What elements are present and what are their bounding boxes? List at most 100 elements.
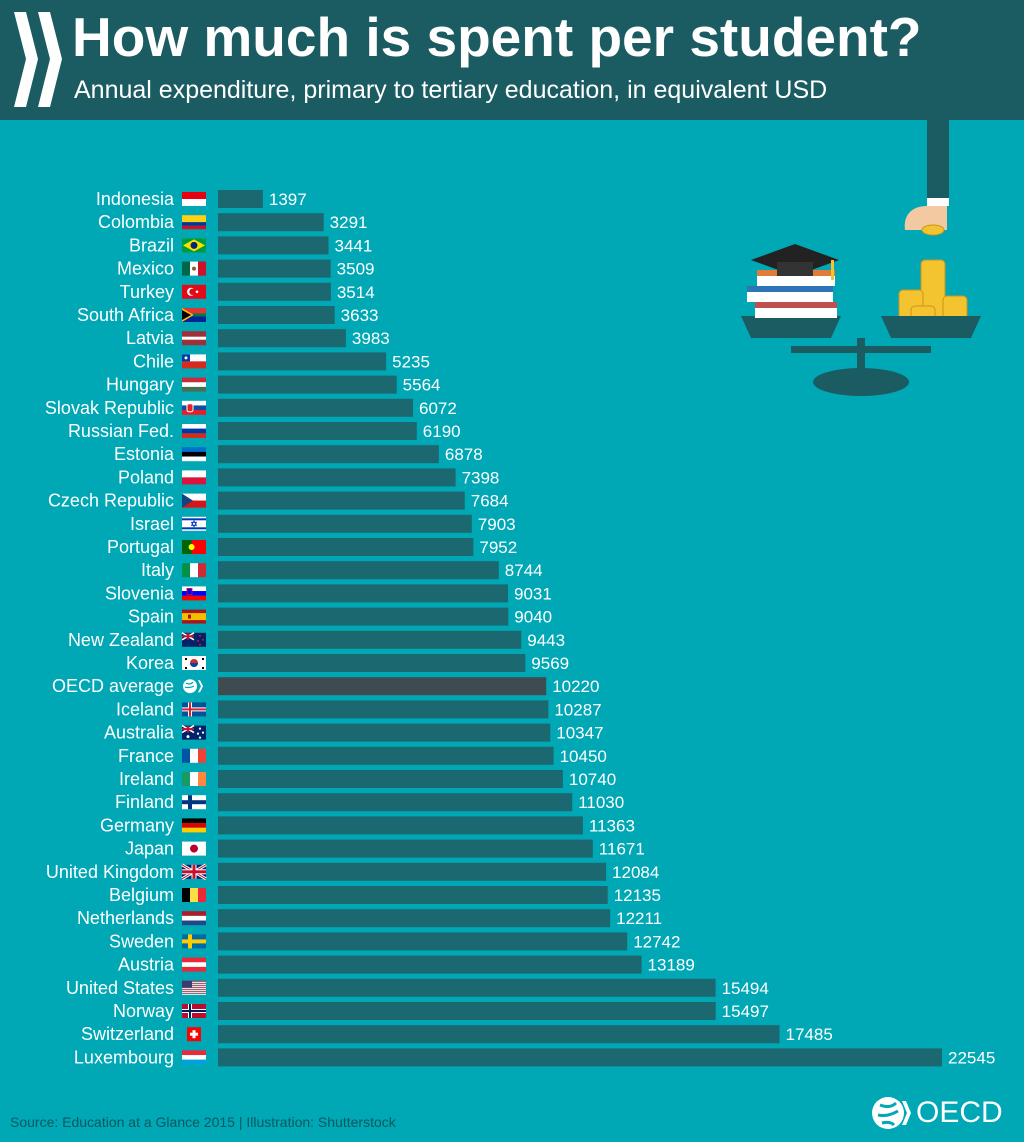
bar-france [218,746,554,765]
education-scale-illustration [741,120,981,396]
bar-belgium [218,886,608,904]
category-label: Indonesia [96,189,175,209]
indonesia-flag-icon [182,192,206,206]
category-label: Chile [133,351,174,371]
sweden-flag-icon [182,934,206,949]
norway-flag-icon [182,1004,206,1018]
bar-oecd-average [218,677,547,696]
bar-slovenia [218,584,509,603]
oecd-chevrons-icon [14,12,62,107]
value-label: 1397 [269,190,307,209]
value-label: 13189 [648,956,695,975]
switzerland-flag-icon [187,1027,201,1042]
category-label: Portugal [107,537,174,557]
category-label: OECD average [52,676,174,696]
category-label: Spain [128,607,174,627]
category-label: Slovak Republic [45,398,174,418]
bar-latvia [218,329,346,348]
bar-slovak-republic [218,398,413,417]
bar-new-zealand [218,630,522,649]
value-label: 10740 [569,770,616,789]
category-label: Australia [104,723,175,743]
category-label: Switzerland [81,1024,174,1044]
ireland-flag-icon [182,772,206,786]
value-label: 9040 [514,608,552,627]
italy-flag-icon [182,563,206,578]
bar-brazil [218,236,329,255]
bar-israel [218,514,472,533]
value-label: 10220 [552,677,599,696]
bar-sweden [218,932,628,951]
bar-japan [218,839,593,858]
bar-ireland [218,770,563,788]
bar-portugal [218,538,474,556]
value-label: 7903 [478,515,516,534]
usa-flag-icon [182,980,206,995]
category-label: Netherlands [77,908,174,928]
value-label: 3291 [330,213,368,232]
category-label: Austria [118,955,175,975]
austria-flag-icon [182,957,206,972]
portugal-flag-icon [182,540,206,554]
czech-flag-icon [182,493,206,508]
russia-flag-icon [182,424,206,438]
value-label: 12742 [633,932,680,951]
category-label: Iceland [116,699,174,719]
value-label: 22545 [948,1048,995,1067]
value-label: 11671 [599,840,645,859]
poland-flag-icon [182,470,206,485]
bar-australia [218,723,551,742]
bar-italy [218,561,499,580]
oecd-brand-text: OECD [916,1096,1003,1129]
value-label: 11030 [578,793,624,812]
header-banner: How much is spent per student? Annual ex… [0,0,1024,120]
bar-germany [218,816,583,835]
germany-flag-icon [182,818,206,833]
south-africa-flag-icon [182,308,206,322]
bar-luxembourg [218,1048,942,1067]
category-label: Finland [115,792,174,812]
uk-flag-icon [181,863,207,881]
bar-united-states [218,978,716,997]
value-label: 11363 [589,816,635,835]
value-label: 6072 [419,399,457,418]
value-label: 17485 [786,1025,833,1044]
value-label: 3509 [337,260,375,279]
latvia-flag-icon [182,331,206,346]
category-label: France [118,746,174,766]
category-label: Colombia [98,212,175,232]
value-label: 7684 [471,492,509,511]
value-label: 15494 [722,979,769,998]
value-label: 9569 [531,654,569,673]
chile-flag-icon [182,354,206,369]
bar-united-kingdom [218,862,607,881]
category-label: Sweden [109,931,174,951]
value-label: 3441 [335,236,373,255]
category-label: Germany [100,815,174,835]
value-label: 10450 [560,747,607,766]
page-title: How much is spent per student? [72,6,922,68]
oecd-logo-icon [872,1097,911,1129]
category-label: Korea [126,653,175,673]
bar-mexico [218,259,331,278]
value-label: 9031 [514,584,552,603]
value-label: 10347 [556,724,603,743]
category-label: United Kingdom [46,862,174,882]
mexico-flag-icon [182,261,206,276]
bar-colombia [218,213,324,232]
bar-norway [218,1002,716,1020]
bar-turkey [218,282,331,301]
bar-chile [218,352,387,371]
value-label: 12211 [616,909,662,928]
value-label: 6878 [445,445,483,464]
category-label: Japan [125,839,174,859]
value-label: 10287 [554,700,601,719]
category-label: Luxembourg [74,1047,174,1067]
value-label: 6190 [423,422,461,441]
korea-flag-icon [182,656,206,670]
category-label: South Africa [77,305,175,325]
category-label: Russian Fed. [68,421,174,441]
category-label: Norway [113,1001,174,1021]
